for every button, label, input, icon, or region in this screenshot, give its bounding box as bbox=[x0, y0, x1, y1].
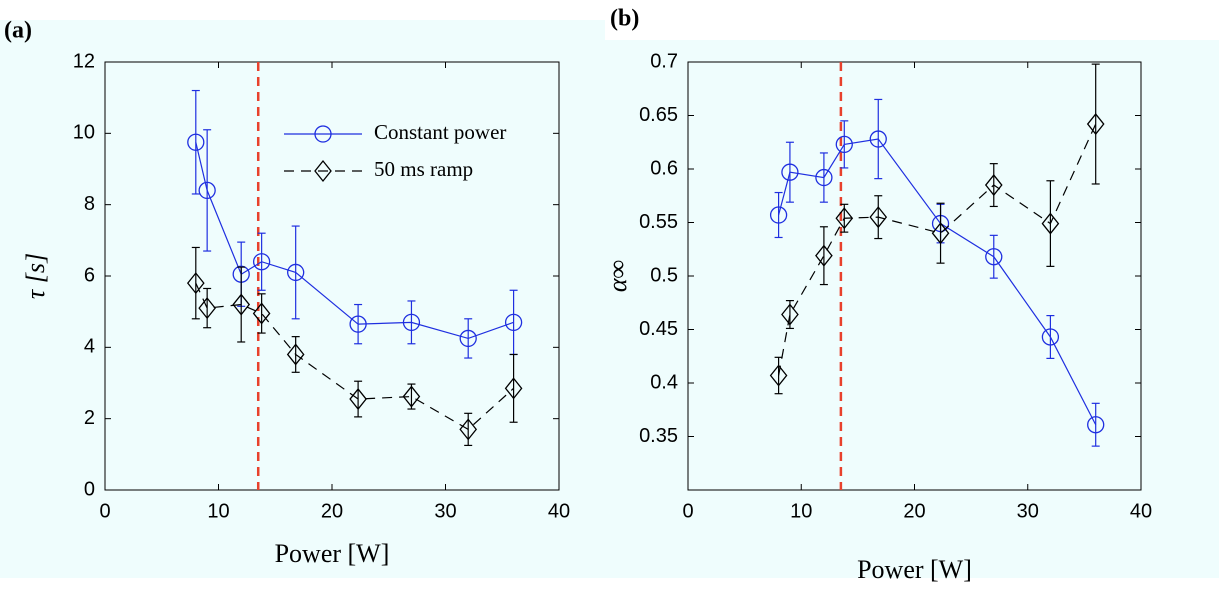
marker bbox=[186, 272, 205, 295]
legend-label: Constant power bbox=[374, 120, 506, 144]
y-tick-label: 2 bbox=[84, 407, 95, 429]
marker bbox=[349, 388, 367, 411]
x-tick-label: 0 bbox=[99, 500, 110, 522]
marker bbox=[198, 297, 216, 320]
x-tick-label: 30 bbox=[1017, 500, 1039, 522]
marker bbox=[402, 313, 421, 332]
marker bbox=[769, 364, 788, 387]
legend-marker bbox=[314, 125, 332, 143]
y-tick-label: 0.5 bbox=[650, 264, 678, 286]
marker bbox=[198, 181, 216, 200]
marker bbox=[984, 174, 1003, 197]
legend-marker bbox=[314, 159, 332, 183]
x-tick-label: 40 bbox=[548, 500, 570, 522]
marker bbox=[769, 206, 788, 224]
x-tick-label: 20 bbox=[321, 500, 343, 522]
marker bbox=[931, 222, 950, 245]
y-tick-label: 6 bbox=[84, 264, 95, 286]
marker bbox=[459, 329, 477, 348]
marker bbox=[504, 313, 523, 332]
marker bbox=[1086, 113, 1105, 136]
y-tick-label: 0.6 bbox=[650, 157, 678, 179]
y-tick-label: 0.65 bbox=[639, 104, 678, 126]
y-tick-label: 0.55 bbox=[639, 211, 678, 233]
y-axis-label: τ [s] bbox=[21, 253, 50, 299]
y-axis-label: α∞ bbox=[603, 260, 632, 292]
marker bbox=[504, 377, 523, 400]
y-tick-label: 0.35 bbox=[639, 425, 678, 447]
marker bbox=[252, 302, 271, 325]
marker bbox=[459, 418, 478, 441]
marker bbox=[835, 135, 853, 154]
marker bbox=[815, 244, 833, 267]
y-tick-label: 0.4 bbox=[650, 371, 678, 393]
x-axis-label: Power [W] bbox=[857, 555, 972, 584]
marker bbox=[781, 303, 799, 326]
marker bbox=[835, 207, 854, 230]
panel-label: (b) bbox=[610, 6, 639, 32]
marker bbox=[287, 263, 305, 282]
plot-area bbox=[104, 61, 560, 491]
panel: (b) Power [W] α∞ 0 10 20 30 40 0.35 0.4 0.45 0.5 0.5… bbox=[603, 6, 1219, 584]
y-tick-label: 4 bbox=[84, 336, 95, 358]
plot-area bbox=[687, 61, 1142, 491]
marker bbox=[349, 315, 367, 333]
x-tick-label: 0 bbox=[682, 500, 693, 522]
marker bbox=[869, 206, 888, 229]
marker bbox=[187, 133, 205, 151]
y-tick-label: 8 bbox=[84, 193, 95, 215]
panel: (a) Power [W] τ [s] 0 10 20 30 40 0 2 4 6 8 10 12 Const… bbox=[0, 18, 605, 578]
x-tick-label: 20 bbox=[903, 500, 925, 522]
marker bbox=[815, 168, 833, 187]
marker bbox=[252, 253, 271, 271]
marker bbox=[781, 163, 799, 181]
x-axis-label: Power [W] bbox=[275, 539, 390, 568]
marker bbox=[286, 343, 305, 366]
marker bbox=[232, 293, 251, 316]
marker bbox=[985, 248, 1003, 266]
marker bbox=[1041, 328, 1060, 346]
y-tick-label: 0.45 bbox=[639, 318, 678, 340]
y-tick-label: 12 bbox=[73, 50, 95, 72]
marker bbox=[869, 130, 887, 148]
y-tick-label: 10 bbox=[73, 122, 95, 144]
x-tick-label: 30 bbox=[434, 500, 456, 522]
y-tick-label: 0 bbox=[84, 478, 95, 500]
x-tick-label: 40 bbox=[1130, 500, 1152, 522]
x-tick-label: 10 bbox=[790, 500, 812, 522]
marker bbox=[402, 385, 421, 408]
marker bbox=[1087, 416, 1105, 434]
marker bbox=[1041, 212, 1060, 235]
panel-label: (a) bbox=[4, 18, 32, 44]
y-tick-label: 0.7 bbox=[650, 50, 678, 72]
legend-label: 50 ms ramp bbox=[374, 157, 473, 181]
x-tick-label: 10 bbox=[207, 500, 229, 522]
